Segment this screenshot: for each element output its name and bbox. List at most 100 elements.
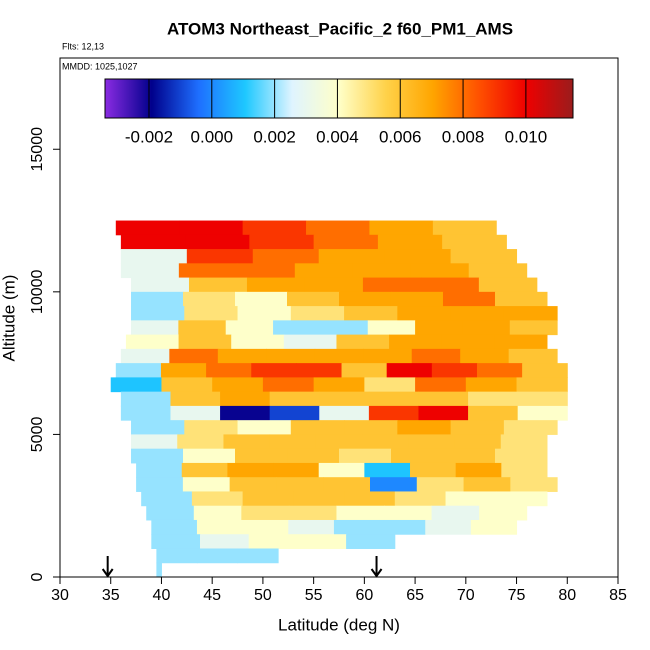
heatmap-cell — [494, 291, 548, 307]
heatmap-cell — [470, 519, 518, 535]
heatmap-cell — [251, 363, 297, 378]
heatmap-cell — [220, 405, 271, 421]
heatmap-cell — [262, 377, 315, 393]
heatmap-cell — [362, 434, 409, 450]
heatmap-cell — [318, 462, 365, 478]
heatmap-cell — [465, 377, 518, 393]
colorbar — [104, 78, 574, 119]
heatmap-cell — [339, 448, 392, 464]
x-tick-label: 30 — [51, 587, 69, 604]
heatmap-cell — [431, 505, 480, 521]
heatmap-cell — [115, 220, 180, 236]
heatmap-cell — [241, 505, 290, 521]
heatmap-cell — [494, 334, 548, 350]
heatmap-cell — [188, 277, 248, 293]
dates-label: MMDD: 1025,1027 — [62, 61, 138, 71]
heatmap-cell — [379, 519, 426, 535]
heatmap-cell — [120, 391, 171, 407]
heatmap-cell — [344, 420, 398, 435]
heatmap-cell — [503, 306, 558, 321]
heatmap-cell — [476, 363, 523, 378]
heatmap-cell — [441, 334, 495, 350]
colorbar-tick-label: 0.006 — [379, 127, 422, 146]
y-tick-label: 0 — [29, 572, 46, 581]
heatmap-cell — [237, 548, 279, 564]
heatmap-cell — [341, 363, 388, 378]
x-tick-label: 80 — [558, 587, 576, 604]
heatmap-cell — [364, 462, 411, 478]
heatmap-cell — [362, 277, 422, 293]
x-axis-label: Latitude (deg N) — [278, 615, 400, 634]
heatmap-cell — [120, 405, 171, 421]
heatmap-cell — [410, 462, 457, 478]
heatmap-cell — [410, 263, 470, 279]
y-tick-label: 5000 — [29, 417, 46, 453]
heatmap-cell — [510, 477, 558, 492]
heatmap-cell — [315, 434, 363, 450]
heatmap-cell — [460, 348, 510, 364]
heatmap-cell — [450, 249, 518, 264]
x-tick-label: 85 — [609, 587, 627, 604]
heatmap-cell — [237, 420, 292, 435]
y-tick-label: 10000 — [29, 269, 46, 314]
x-tick-label: 70 — [457, 587, 475, 604]
heatmap-cell — [200, 534, 250, 549]
heatmap-cell — [225, 320, 274, 336]
heatmap-cell — [370, 477, 418, 492]
heatmap-cell — [517, 405, 568, 421]
heatmap-cell — [236, 263, 296, 279]
heatmap-cell — [455, 462, 502, 478]
heatmap-cell — [454, 434, 502, 450]
heatmap-cell — [397, 306, 452, 321]
heatmap-cell — [196, 519, 244, 535]
heatmap-cell — [352, 263, 412, 279]
colorbar-tick-label: 0.000 — [191, 127, 234, 146]
heatmap-cell — [508, 348, 558, 364]
heatmap-cell — [293, 491, 345, 507]
heatmap-cell — [394, 491, 447, 507]
heatmap-cell — [500, 434, 548, 450]
heatmap-cell — [420, 277, 480, 293]
heatmap-cell — [229, 477, 277, 492]
heatmap-cell — [450, 420, 505, 435]
heatmap-cell — [237, 306, 292, 321]
chart-title: ATOM3 Northeast_Pacific_2 f60_PM1_AMS — [167, 19, 513, 38]
heatmap-cell — [442, 291, 496, 307]
heatmap-cell — [170, 391, 221, 407]
heatmap-cell — [185, 234, 250, 250]
heatmap-cell — [411, 348, 461, 364]
heatmap-cell — [220, 391, 271, 407]
heatmap-cell — [266, 348, 316, 364]
heatmap-cell — [368, 405, 419, 421]
heatmap-cell — [415, 320, 463, 336]
heatmap-cell — [169, 348, 219, 364]
heatmap-cell — [288, 519, 335, 535]
heatmap-cell — [196, 548, 239, 564]
heatmap-cell — [156, 562, 162, 578]
heatmap-cell — [269, 434, 317, 450]
heatmap-cell — [501, 462, 548, 478]
heatmap-cell — [389, 334, 443, 350]
y-axis-label: Altitude (m) — [0, 275, 18, 362]
heatmap-cell — [287, 291, 340, 307]
y-tick-label: 15000 — [29, 127, 46, 172]
heatmap-cell — [445, 491, 497, 507]
heatmap-cell — [468, 263, 528, 279]
heatmap-cell — [323, 477, 371, 492]
heatmap-cell — [131, 277, 190, 293]
heatmap-cell — [517, 391, 568, 407]
heatmap-cell — [313, 377, 365, 393]
heatmap-cell — [252, 249, 320, 264]
heatmap-cell — [193, 505, 242, 521]
heatmap-cell — [290, 306, 345, 321]
colorbar-tick-label: 0.010 — [505, 127, 548, 146]
heatmap-cell — [287, 448, 340, 464]
x-tick-label: 75 — [508, 587, 526, 604]
x-tick-label: 40 — [153, 587, 171, 604]
heatmap-cell — [110, 377, 162, 393]
heatmap-cell — [450, 306, 505, 321]
heatmap-cell — [131, 306, 185, 321]
heatmap-cell — [478, 277, 538, 293]
heatmap-cell — [151, 519, 198, 535]
